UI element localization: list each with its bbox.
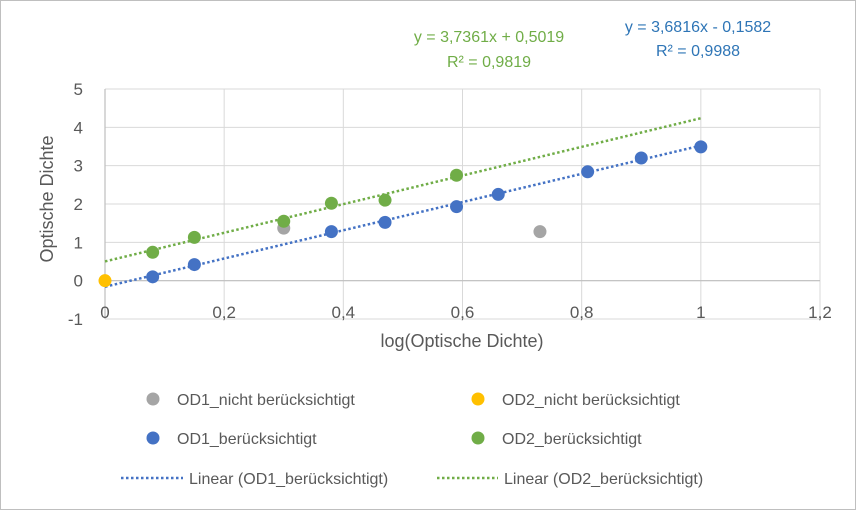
legend-label-linear-od2: Linear (OD2_berücksichtigt) bbox=[504, 471, 703, 488]
legend-item-linear-od1: Linear (OD1_berücksichtigt) bbox=[121, 471, 388, 488]
data-point-series-0 bbox=[533, 225, 547, 239]
legend-item-od2: OD2_berücksichtigt bbox=[471, 431, 642, 448]
r2-od1-text: R² = 0,9988 bbox=[656, 43, 740, 60]
data-point-series-2 bbox=[378, 215, 392, 229]
y-tick-label: 2 bbox=[74, 195, 83, 214]
legend-marker-od2 bbox=[471, 431, 485, 445]
x-tick-label: 0,2 bbox=[212, 303, 236, 322]
data-point-series-2 bbox=[450, 200, 464, 214]
data-point-series-2 bbox=[634, 151, 648, 165]
y-axis-title: Optische Dichte bbox=[37, 135, 57, 262]
y-tick-label: 4 bbox=[74, 118, 83, 137]
y-tick-label: 3 bbox=[74, 157, 83, 176]
x-tick-label: 0,6 bbox=[451, 303, 475, 322]
x-tick-label: 0,4 bbox=[332, 303, 356, 322]
x-tick-label: 1,2 bbox=[808, 303, 832, 322]
equation-od2: y = 3,7361x + 0,5019 R² = 0,9819 bbox=[414, 29, 564, 71]
trendlines bbox=[104, 116, 702, 288]
legend-item-od1: OD1_berücksichtigt bbox=[146, 431, 317, 448]
trendline-1 bbox=[104, 116, 702, 263]
x-tick-label: 0 bbox=[100, 303, 109, 322]
r2-od2-text: R² = 0,9819 bbox=[447, 54, 531, 71]
legend-label-od1: OD1_berücksichtigt bbox=[177, 431, 317, 448]
y-tick-label: 5 bbox=[74, 80, 83, 99]
gridlines bbox=[104, 88, 821, 320]
data-point-series-2 bbox=[146, 270, 160, 284]
trendline-0 bbox=[104, 144, 702, 288]
y-tick-label: 0 bbox=[74, 272, 83, 291]
legend-marker-od1-nicht bbox=[146, 392, 160, 406]
legend-marker-od2-nicht bbox=[471, 392, 485, 406]
data-points bbox=[98, 140, 708, 288]
equation-od2-text: y = 3,7361x + 0,5019 bbox=[414, 29, 564, 46]
x-tick-label: 0,8 bbox=[570, 303, 594, 322]
data-point-series-2 bbox=[581, 165, 595, 179]
y-tick-label: -1 bbox=[68, 310, 83, 329]
legend: OD1_nicht berücksichtigt OD2_nicht berüc… bbox=[121, 392, 703, 488]
legend-item-od1-nicht: OD1_nicht berücksichtigt bbox=[146, 392, 355, 409]
x-tick-labels: 0 0,2 0,4 0,6 0,8 1 1,2 bbox=[100, 303, 832, 322]
data-point-series-2 bbox=[491, 187, 505, 201]
equation-od1: y = 3,6816x - 0,1582 R² = 0,9988 bbox=[625, 19, 771, 60]
data-point-series-2 bbox=[694, 140, 708, 154]
legend-item-od2-nicht: OD2_nicht berücksichtigt bbox=[471, 392, 680, 409]
data-point-series-3 bbox=[187, 230, 201, 244]
legend-item-linear-od2: Linear (OD2_berücksichtigt) bbox=[437, 471, 703, 488]
y-tick-label: 1 bbox=[74, 233, 83, 252]
legend-label-od2: OD2_berücksichtigt bbox=[502, 431, 642, 448]
data-point-series-1 bbox=[98, 274, 112, 288]
x-axis-title: log(Optische Dichte) bbox=[380, 331, 543, 351]
x-tick-label: 1 bbox=[696, 303, 705, 322]
equation-od1-text: y = 3,6816x - 0,1582 bbox=[625, 19, 771, 36]
legend-label-linear-od1: Linear (OD1_berücksichtigt) bbox=[189, 471, 388, 488]
data-point-series-2 bbox=[324, 225, 338, 239]
data-point-series-2 bbox=[187, 258, 201, 272]
data-point-series-3 bbox=[146, 245, 160, 259]
data-point-series-3 bbox=[324, 196, 338, 210]
y-tick-labels: -1 0 1 2 3 4 5 bbox=[68, 80, 83, 329]
data-point-series-3 bbox=[378, 193, 392, 207]
legend-label-od1-nicht: OD1_nicht berücksichtigt bbox=[177, 392, 355, 409]
data-point-series-3 bbox=[277, 214, 291, 228]
data-point-series-3 bbox=[450, 168, 464, 182]
legend-marker-od1 bbox=[146, 431, 160, 445]
legend-label-od2-nicht: OD2_nicht berücksichtigt bbox=[502, 392, 680, 409]
